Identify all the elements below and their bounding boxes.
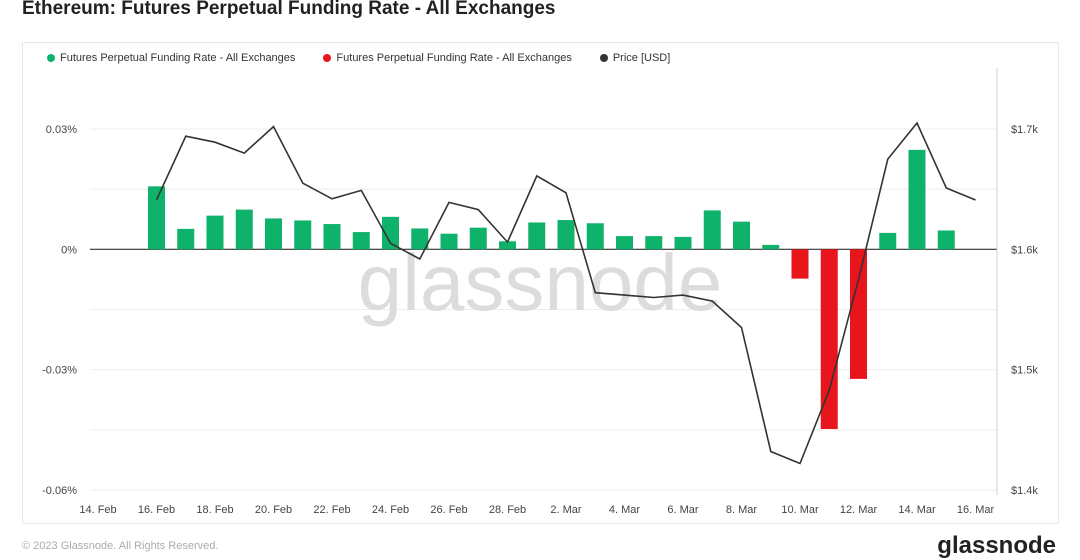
legend-item-funding-negative[interactable]: Futures Perpetual Funding Rate - All Exc… — [323, 52, 572, 64]
funding-rate-bar — [937, 230, 955, 250]
legend-dot-icon — [323, 54, 332, 62]
funding-rate-chart: glassnode 0.03% 0% -0.03% -0.06% $1.7k $1.6k $… — [42, 68, 1038, 516]
x-tick-label: 26. Feb — [430, 504, 467, 516]
axes: 0.03% 0% -0.03% -0.06% $1.7k $1.6k $1.5k $1.4k 1… — [42, 68, 1038, 516]
funding-rate-bar — [206, 215, 224, 250]
x-tick-label: 8. Mar — [726, 504, 758, 516]
funding-rate-bar — [820, 249, 838, 430]
price-line-layer — [155, 121, 976, 465]
legend-dot-icon — [47, 54, 55, 62]
x-tick-label: 12. Mar — [840, 504, 878, 516]
y-right-tick-label: $1.4k — [1011, 485, 1038, 497]
funding-rate-bar — [879, 232, 897, 250]
x-tick-label: 14. Mar — [898, 504, 936, 516]
page-title: Ethereum: Futures Perpetual Funding Rate… — [22, 0, 556, 19]
chart-legend: Futures Perpetual Funding Rate - All Exc… — [47, 52, 670, 64]
funding-bars — [148, 149, 955, 430]
y-left-tick-label: -0.03% — [42, 365, 77, 377]
funding-rate-bar — [674, 236, 692, 250]
funding-rate-bar — [265, 218, 282, 250]
funding-rate-bar — [352, 232, 370, 250]
funding-rate-bar — [382, 216, 399, 250]
price-line — [155, 121, 976, 465]
x-tick-label: 10. Mar — [781, 504, 819, 516]
legend-item-funding-positive[interactable]: Futures Perpetual Funding Rate - All Exc… — [47, 52, 295, 64]
funding-rate-bar — [235, 209, 253, 250]
funding-rate-bar — [791, 249, 809, 279]
legend-item-price[interactable]: Price [USD] — [599, 52, 671, 64]
funding-rate-bar — [411, 228, 429, 250]
x-tick-label: 6. Mar — [667, 504, 699, 516]
funding-rate-bar — [762, 244, 780, 250]
funding-rate-bar — [908, 149, 926, 250]
y-right-tick-label: $1.5k — [1011, 365, 1038, 377]
funding-rate-bar — [323, 224, 341, 250]
legend-label: Price [USD] — [612, 52, 671, 64]
funding-rate-bar — [733, 221, 750, 250]
funding-rate-bar — [148, 186, 165, 250]
x-tick-label: 22. Feb — [313, 504, 350, 516]
chart-panel — [22, 42, 1059, 524]
funding-rate-bar — [850, 249, 867, 379]
x-tick-label: 4. Mar — [609, 504, 641, 516]
x-tick-label: 28. Feb — [489, 504, 526, 516]
x-tick-label: 14. Feb — [79, 504, 116, 516]
funding-rate-bar — [586, 223, 604, 250]
x-tick-label: 16. Mar — [957, 504, 995, 516]
watermark-logo: glassnode — [358, 238, 723, 327]
funding-rate-bar — [469, 227, 487, 250]
funding-rate-bar — [557, 220, 575, 250]
y-left-tick-label: 0% — [61, 244, 77, 256]
funding-rate-bar — [703, 210, 721, 250]
legend-label: Futures Perpetual Funding Rate - All Exc… — [336, 52, 572, 64]
x-tick-label: 20. Feb — [255, 504, 292, 516]
y-right-tick-label: $1.7k — [1011, 124, 1038, 136]
y-left-tick-label: 0.03% — [46, 124, 77, 136]
x-tick-label: 16. Feb — [138, 504, 175, 516]
funding-rate-bar — [645, 236, 663, 250]
funding-rate-bar — [499, 241, 516, 250]
x-tick-label: 18. Feb — [196, 504, 233, 516]
x-tick-label: 24. Feb — [372, 504, 409, 516]
y-left-tick-label: -0.06% — [42, 485, 77, 497]
y-right-tick-label: $1.6k — [1011, 244, 1038, 256]
funding-rate-bar — [528, 222, 546, 250]
legend-label: Futures Perpetual Funding Rate - All Exc… — [60, 52, 296, 64]
funding-rate-bar — [440, 233, 458, 250]
brand-logo[interactable]: glassnode — [937, 532, 1056, 559]
copyright-text: © 2023 Glassnode. All Rights Reserved. — [22, 540, 219, 552]
x-tick-label: 2. Mar — [550, 504, 582, 516]
funding-rate-bar — [294, 220, 312, 250]
legend-dot-icon — [599, 54, 608, 62]
funding-rate-bar — [177, 228, 195, 250]
funding-rate-bar — [616, 236, 633, 250]
